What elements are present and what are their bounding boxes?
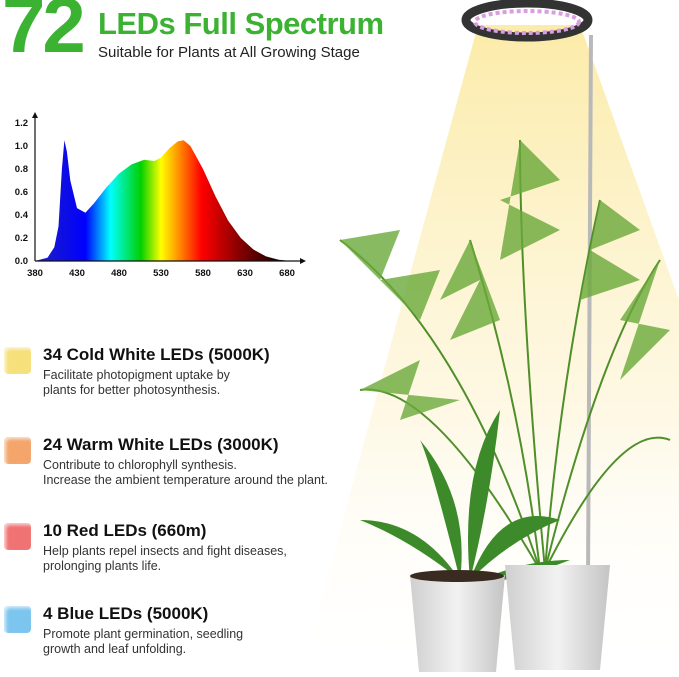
description-line: Contribute to chlorophyll synthesis. <box>43 458 237 472</box>
y-tick-label: 0.0 <box>15 256 28 267</box>
y-tick-label: 0.4 <box>15 210 29 221</box>
led-count: 72 <box>2 0 86 69</box>
x-tick-label: 580 <box>195 268 211 279</box>
y-tick-label: 1.2 <box>15 118 28 129</box>
feature-description: Facilitate photopigment uptake by plants… <box>43 368 230 398</box>
pot-left <box>410 575 505 672</box>
feature-description: Promote plant germination, seedling grow… <box>43 627 243 657</box>
feature-heading: 34 Cold White LEDs (5000K) <box>43 345 270 364</box>
y-tick-label: 0.2 <box>15 233 28 244</box>
color-swatch <box>4 347 31 374</box>
description-line: Help plants repel insects and fight dise… <box>43 544 287 558</box>
x-tick-label: 680 <box>279 268 295 279</box>
subtitle: Suitable for Plants at All Growing Stage <box>98 44 360 61</box>
x-tick-label: 430 <box>69 268 85 279</box>
x-tick-label: 530 <box>153 268 169 279</box>
spectrum-area <box>35 140 292 261</box>
y-tick-label: 0.6 <box>15 187 28 198</box>
description-line: growth and leaf unfolding. <box>43 642 187 656</box>
spectrum-chart: 380 430 480 530 580 630 680 0.0 0.2 0.4 0.6 0.8 1.0 1… <box>15 112 306 279</box>
description-line: Increase the ambient temperature around … <box>43 473 328 487</box>
lamp-pole <box>586 34 593 581</box>
x-tick-label: 380 <box>27 268 43 279</box>
feature-description: Help plants repel insects and fight dise… <box>43 544 287 574</box>
light-beam <box>300 25 679 677</box>
description-line: Promote plant germination, seedling <box>43 627 244 641</box>
feature-heading: 10 Red LEDs (660m) <box>43 521 207 540</box>
description-line: prolonging plants life. <box>43 559 162 573</box>
color-swatch <box>4 606 31 633</box>
color-swatch <box>4 523 31 550</box>
lamp-ring <box>461 0 593 42</box>
x-axis-arrow <box>300 258 306 264</box>
description-line: plants for better photosynthesis. <box>43 383 221 397</box>
y-axis-arrow <box>32 112 38 118</box>
x-tick-label: 480 <box>111 268 127 279</box>
palm-leaves <box>340 140 670 420</box>
pot-right <box>505 565 610 670</box>
headline: LEDs Full Spectrum <box>98 6 384 41</box>
description-line: Facilitate photopigment uptake by <box>43 368 230 382</box>
feature-heading: 4 Blue LEDs (5000K) <box>43 604 209 623</box>
y-tick-label: 1.0 <box>15 141 28 152</box>
feature-description: Contribute to chlorophyll synthesis. Inc… <box>43 458 328 488</box>
feature-heading: 24 Warm White LEDs (3000K) <box>43 435 279 454</box>
x-tick-label: 630 <box>237 268 253 279</box>
color-swatch <box>4 437 31 464</box>
soil <box>410 570 504 582</box>
y-tick-label: 0.8 <box>15 164 28 175</box>
lamp-led-ring <box>473 9 581 35</box>
